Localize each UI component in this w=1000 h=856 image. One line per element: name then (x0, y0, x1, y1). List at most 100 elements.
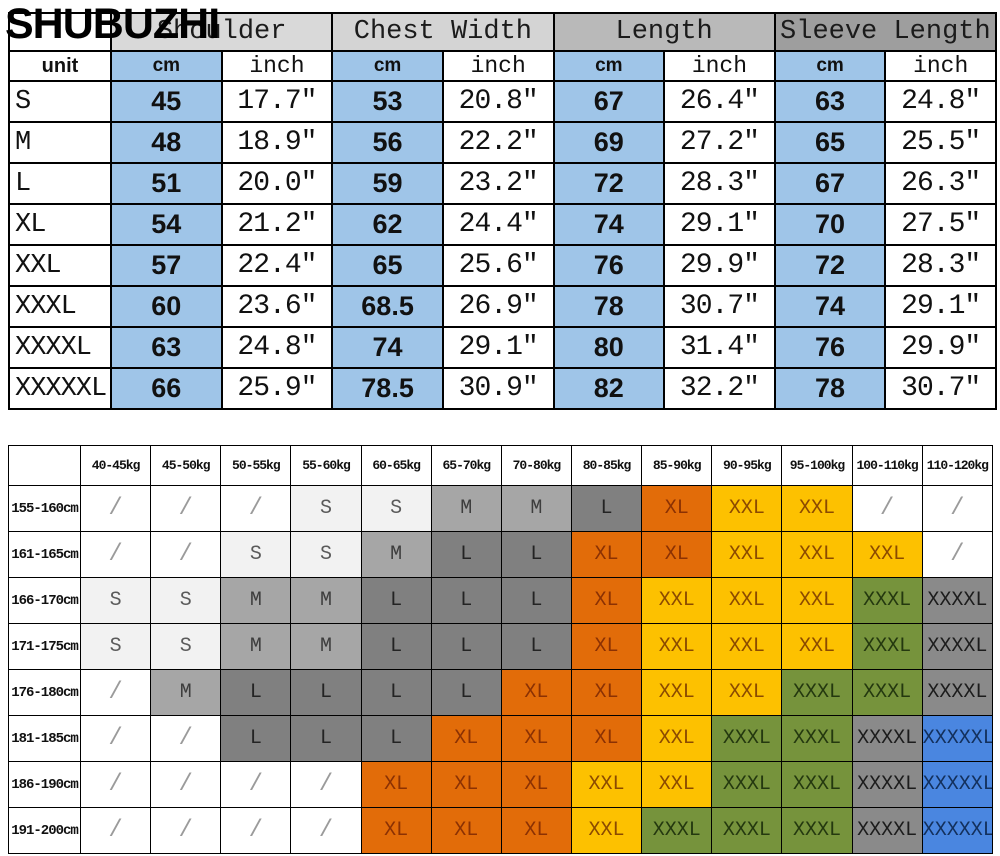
weight-column-header: 55-60kg (290, 445, 362, 486)
measurement-cm-cell: 72 (552, 162, 666, 205)
fit-size-cell: XL (570, 623, 643, 670)
fit-size-cell: XL (570, 531, 643, 578)
fit-size-cell: XXXL (711, 715, 783, 762)
measurement-cm-cell: 53 (331, 80, 444, 123)
height-row-label: 191-200cm (8, 807, 81, 854)
measurement-cm-cell: 65 (331, 244, 444, 287)
measurement-cm-cell: 76 (773, 326, 887, 369)
measurement-cm-cell: 65 (773, 121, 887, 164)
fit-size-cell: XXL (781, 577, 853, 624)
fit-size-cell: XXL (641, 761, 713, 808)
fit-size-cell: XL (500, 761, 572, 808)
height-row-label: 186-190cm (8, 761, 81, 808)
measurement-cm-cell: 70 (773, 203, 887, 246)
height-row-label: 166-170cm (8, 577, 81, 624)
fit-size-cell: XXXL (781, 715, 853, 762)
fit-size-cell: S (150, 577, 222, 624)
fit-table-body: 40-45kg 45-50kg 50-55kg 55-60kg 60-65kg 65-70… (8, 445, 994, 854)
column-group-header: Chest Width (331, 12, 555, 52)
fit-size-cell: S (360, 485, 432, 532)
size-table-unit-row: unit cm inch cm inch cm inch cm inch (8, 50, 997, 82)
fit-size-cell: XXXL (851, 577, 923, 624)
fit-size-cell: L (220, 715, 292, 762)
fit-size-cell: XL (500, 807, 572, 854)
weight-column-header: 95-100kg (781, 445, 853, 486)
inch-unit-header: inch (441, 50, 555, 82)
measurement-cm-cell: 76 (552, 244, 666, 287)
fit-table-row: 155-160cm / / / S S M M L XL XXL XXL / / (8, 485, 994, 532)
fit-size-cell: L (500, 577, 572, 624)
fit-size-cell: / (150, 807, 222, 854)
weight-column-header: 45-50kg (150, 445, 222, 486)
fit-size-cell: / (150, 715, 222, 762)
fit-size-cell: / (79, 669, 152, 716)
fit-size-cell: XXXL (711, 761, 783, 808)
fit-size-cell: XXXXL (921, 669, 994, 716)
measurement-inch-cell: 26.4" (663, 80, 776, 123)
measurement-inch-cell: 27.2" (663, 121, 776, 164)
fit-size-cell: S (79, 623, 152, 670)
measurement-inch-cell: 29.1" (884, 285, 997, 328)
measurement-inch-cell: 29.9" (663, 244, 776, 287)
measurement-cm-cell: 45 (110, 80, 223, 123)
fit-size-cell: S (79, 577, 152, 624)
fit-size-cell: XL (430, 761, 502, 808)
measurement-cm-cell: 82 (552, 367, 666, 410)
measurement-inch-cell: 30.9" (441, 367, 555, 410)
fit-size-cell: XXXXL (851, 761, 923, 808)
weight-column-header: 50-55kg (220, 445, 292, 486)
fit-size-cell: XL (570, 715, 643, 762)
fit-size-cell: XXL (711, 669, 783, 716)
measurement-cm-cell: 78 (773, 367, 887, 410)
fit-size-cell: / (921, 485, 994, 532)
measurement-inch-cell: 28.3" (884, 244, 997, 287)
fit-size-cell: / (150, 485, 222, 532)
fit-size-cell: / (220, 485, 292, 532)
fit-size-cell: XXXL (781, 669, 853, 716)
corner-cell (8, 12, 112, 52)
fit-size-cell: / (921, 531, 994, 578)
weight-column-header: 100-110kg (851, 445, 923, 486)
size-row-label: XXL (8, 244, 112, 287)
fit-size-cell: XXXXL (851, 807, 923, 854)
measurement-cm-cell: 63 (773, 80, 887, 123)
fit-size-cell: XXL (781, 531, 853, 578)
weight-column-header: 90-95kg (711, 445, 783, 486)
fit-size-cell: / (79, 485, 152, 532)
fit-size-cell: / (220, 761, 292, 808)
fit-size-cell: XXL (641, 669, 713, 716)
size-table-row: M 48 18.9" 56 22.2" 69 27.2" 65 25.5" (8, 121, 997, 164)
brand-watermark: SHUBUZHI (5, 0, 220, 48)
fit-size-cell: XXL (570, 807, 643, 854)
height-row-label: 181-185cm (8, 715, 81, 762)
fit-table-row: 176-180cm / M L L L L XL XL XXL XXL XXXL XXXL XXXXL (8, 669, 994, 716)
fit-size-cell: XXL (781, 623, 853, 670)
fit-size-cell: XXL (851, 531, 923, 578)
cm-unit-header: cm (331, 50, 444, 82)
fit-size-cell: M (500, 485, 572, 532)
measurement-cm-cell: 51 (110, 162, 223, 205)
cm-unit-header: cm (110, 50, 223, 82)
fit-size-cell: XL (430, 715, 502, 762)
size-row-label: S (8, 80, 112, 123)
fit-size-cell: L (290, 715, 362, 762)
measurement-inch-cell: 29.1" (441, 326, 555, 369)
measurement-cm-cell: 56 (331, 121, 444, 164)
measurement-inch-cell: 23.6" (220, 285, 334, 328)
size-row-label: XXXL (8, 285, 112, 328)
fit-size-cell: XXL (711, 577, 783, 624)
fit-size-cell: XL (360, 807, 432, 854)
fit-size-cell: XXL (641, 623, 713, 670)
weight-column-header: 80-85kg (570, 445, 643, 486)
measurement-cm-cell: 67 (773, 162, 887, 205)
fit-size-cell: XXXXXL (921, 807, 994, 854)
weight-column-header: 65-70kg (430, 445, 502, 486)
fit-size-cell: L (360, 577, 432, 624)
measurement-cm-cell: 66 (110, 367, 223, 410)
height-weight-fit-table: 40-45kg 45-50kg 50-55kg 55-60kg 60-65kg 65-70… (8, 445, 994, 854)
size-table-row: XXXXXL 66 25.9" 78.5 30.9" 82 32.2" 78 30.7" (8, 367, 997, 410)
size-row-label: XXXXXL (8, 367, 112, 410)
size-table-row: XL 54 21.2" 62 24.4" 74 29.1" 70 27.5" (8, 203, 997, 246)
fit-table-row: 161-165cm / / S S M L L XL XL XXL XXL XXL / (8, 531, 994, 578)
fit-size-cell: XXXXL (921, 623, 994, 670)
